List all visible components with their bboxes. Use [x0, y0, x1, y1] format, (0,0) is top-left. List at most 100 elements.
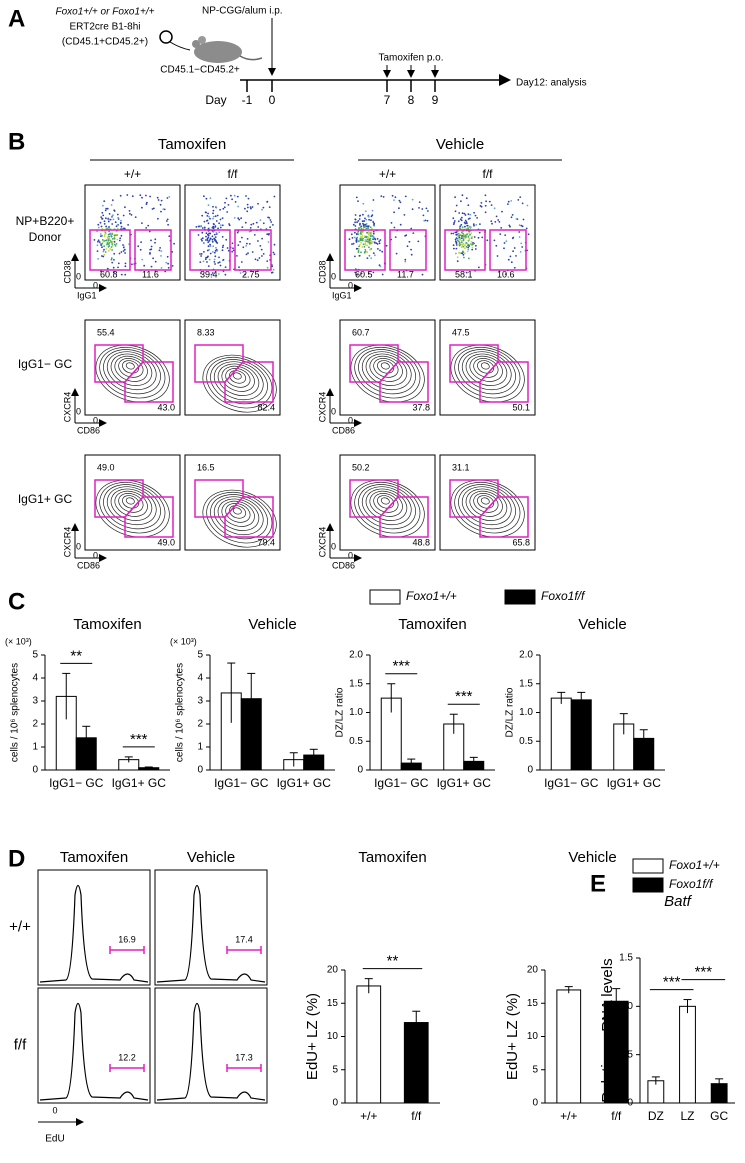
event-dot: [217, 227, 220, 230]
recipient-text: CD45.1−CD45.2+: [160, 65, 240, 76]
event-dot: [367, 227, 369, 230]
genotype-label: +/+: [124, 167, 141, 181]
event-dot: [105, 225, 107, 228]
gate-value: 10.6: [497, 269, 515, 279]
event-dot: [113, 252, 116, 255]
chart-title: Tamoxifen: [358, 849, 426, 866]
contour: [373, 358, 399, 378]
gate: [234, 229, 272, 271]
gate-value: 16.5: [197, 462, 215, 472]
event-dot: [465, 241, 468, 244]
event-dot: [105, 217, 107, 220]
contour: [99, 481, 166, 534]
event-dot: [421, 273, 424, 276]
event-dot: [367, 230, 370, 233]
event-dot: [205, 232, 208, 235]
event-dot: [468, 232, 470, 234]
event-dot: [214, 255, 217, 258]
event-dot: [410, 248, 412, 251]
event-dot: [105, 248, 108, 250]
event-dot: [257, 240, 259, 242]
event-dot: [225, 238, 228, 241]
axis-zero: 0: [331, 541, 336, 551]
event-dot: [99, 233, 102, 235]
event-dot: [141, 206, 143, 209]
event-dot: [267, 241, 270, 243]
day-number: 7: [384, 93, 391, 107]
event-dot: [418, 207, 420, 209]
contour: [480, 362, 490, 370]
event-dot: [228, 223, 231, 225]
event-dot: [366, 241, 369, 244]
event-dot: [215, 232, 218, 234]
contour: [217, 498, 260, 531]
event-dot: [149, 195, 152, 198]
event-dot: [456, 237, 459, 240]
event-dot: [359, 214, 362, 217]
event-dot: [250, 223, 253, 226]
panel-label: E: [590, 870, 606, 897]
event-dot: [520, 242, 523, 245]
event-dot: [99, 221, 102, 224]
event-dot: [119, 194, 122, 197]
event-dot: [209, 252, 212, 255]
event-dot: [464, 219, 467, 222]
gate: [479, 361, 529, 403]
histogram-curve: [39, 1002, 149, 1101]
contour: [99, 346, 166, 399]
event-dot: [500, 227, 503, 229]
event-dot: [211, 240, 214, 243]
contour: [118, 358, 144, 378]
event-dot: [249, 227, 252, 229]
endpoint-text: Day12: analysis: [516, 78, 587, 89]
event-dot: [150, 265, 153, 268]
event-dot: [480, 202, 483, 204]
event-dot: [463, 212, 466, 215]
event-dot: [351, 237, 354, 239]
event-dot: [213, 261, 216, 263]
event-dot: [145, 203, 148, 206]
contour: [206, 356, 273, 409]
event-dot: [457, 243, 459, 246]
event-dot: [212, 217, 214, 220]
contour: [380, 362, 390, 370]
event-dot: [425, 207, 428, 210]
event-dot: [361, 231, 363, 234]
gate: [444, 229, 486, 271]
event-dot: [167, 223, 170, 226]
contour: [122, 360, 140, 374]
event-dot: [206, 219, 209, 222]
event-dot: [268, 232, 270, 235]
event-dot: [101, 255, 103, 257]
contour: [232, 372, 242, 380]
event-dot: [269, 226, 271, 229]
gate-value: 49.0: [157, 537, 175, 547]
gate-value: 48.8: [412, 537, 430, 547]
event-dot: [102, 250, 105, 253]
event-dot: [114, 245, 117, 247]
event-dot: [219, 226, 222, 229]
event-dot: [146, 201, 148, 204]
gate-value: 79.4: [257, 537, 275, 547]
y-tick-label: 1.5: [619, 953, 633, 964]
event-dot: [209, 245, 212, 248]
event-dot: [454, 231, 457, 234]
event-dot: [363, 226, 365, 229]
event-dot: [478, 231, 481, 234]
event-dot: [241, 226, 244, 229]
event-dot: [372, 235, 375, 238]
event-dot: [111, 199, 114, 202]
event-dot: [112, 266, 115, 269]
event-dot: [216, 242, 219, 244]
event-dot: [162, 208, 165, 211]
histogram-curve: [156, 884, 266, 983]
contour: [450, 344, 525, 403]
event-dot: [379, 265, 382, 268]
event-dot: [100, 225, 103, 228]
gate-value: 12.2: [118, 1052, 136, 1062]
event-dot: [165, 261, 168, 264]
event-dot: [203, 251, 205, 253]
y-axis-label: cells / 10⁶ splenocytes: [175, 663, 186, 762]
event-dot: [245, 253, 248, 256]
event-dot: [486, 239, 489, 242]
